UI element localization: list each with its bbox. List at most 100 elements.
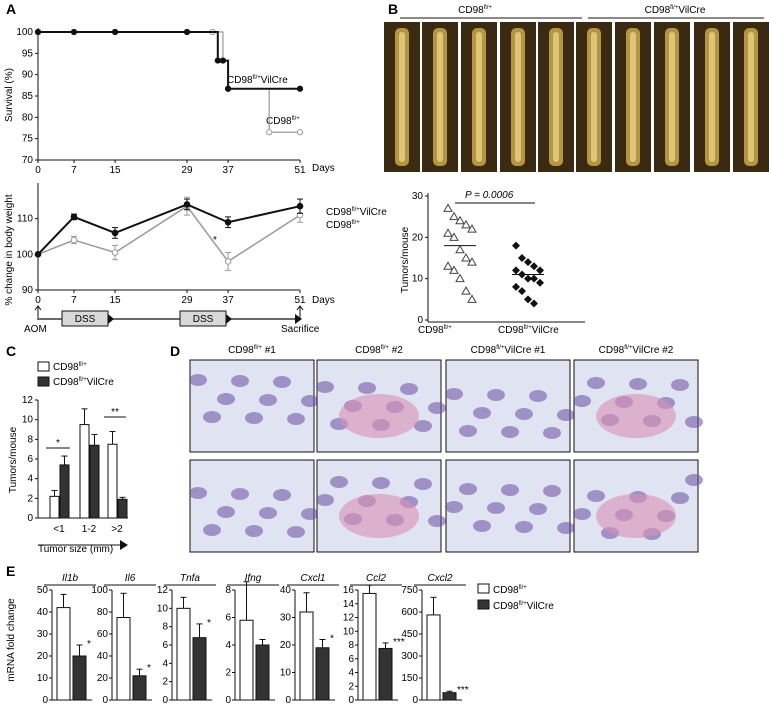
mrna-bar-Ifng-flox <box>239 619 254 701</box>
bar-c-ytick-label: 8 <box>27 434 33 445</box>
colon-highlight <box>553 32 559 162</box>
mrna-ytick-label: 8 <box>348 640 354 651</box>
weight-star: * <box>213 235 217 246</box>
histology-crypt <box>487 502 505 514</box>
histology-crypt <box>573 508 591 520</box>
mrna-ytick-label: 0 <box>162 695 168 706</box>
bar-c-ytick-label: 2 <box>27 493 33 504</box>
survival-ytick-label: 95 <box>22 48 34 59</box>
gene-label-Ccl2: Ccl2 <box>366 573 386 584</box>
histology-crypt <box>529 390 547 402</box>
dss-arrow-1 <box>108 314 114 324</box>
treatment-timeline: DSS DSS AOM Sacrifice <box>24 310 320 335</box>
scatter-pvalue: P = 0.0006 <box>465 190 514 201</box>
histology-crypt <box>473 407 491 419</box>
mrna-ytick-label: 8 <box>162 622 168 633</box>
histology-crypt <box>245 412 263 424</box>
scatter-point-cre <box>512 266 520 275</box>
scatter-point-cre <box>518 254 526 262</box>
histology-crypt <box>189 374 207 386</box>
colon-highlight <box>437 32 443 162</box>
mrna-ytick-label: 40 <box>37 607 49 618</box>
survival-point-cre <box>296 85 304 92</box>
mrna-ytick-label: 40 <box>97 651 109 662</box>
histology-title-1: CD98fl/+ #1 <box>228 345 276 356</box>
weight-point-cre <box>183 201 191 208</box>
histology-crypt <box>217 506 235 518</box>
histology-grid: CD98fl/+ #1 CD98fl/+ #2 CD98fl/+VilCre #1 C… <box>189 345 703 553</box>
histology-title-4: CD98fl/+VilCre #2 <box>599 345 674 356</box>
histology-crypt <box>273 489 291 501</box>
histology-crypt <box>671 379 689 391</box>
bar-c-xaxis-arrow <box>120 540 128 550</box>
mrna-bar-Il6-flox <box>116 617 131 701</box>
gene-label-Tnfa: Tnfa <box>180 573 200 584</box>
aom-label: AOM <box>24 324 47 335</box>
mrna-ytick-label: 6 <box>348 654 354 665</box>
weight-xtick-label: 37 <box>223 295 235 306</box>
histology-crypt <box>459 483 477 495</box>
survival-xtick-label: 15 <box>109 165 121 176</box>
mrna-ytick-label: 0 <box>102 695 108 706</box>
bar-c-bar-flox <box>49 495 60 519</box>
bar-c-xtick-label: >2 <box>111 524 123 535</box>
mrna-ytick-label: 30 <box>280 613 292 624</box>
legend-swatch-flox <box>37 361 50 372</box>
weight-ytick-label: 100 <box>16 249 33 260</box>
histology-crypt <box>487 389 505 401</box>
colon-header-cre: CD98fl/+VilCre <box>645 5 706 16</box>
weight-point-flox <box>224 258 232 265</box>
weight-xtick-label: 29 <box>181 295 193 306</box>
weight-xtick-label: 0 <box>35 295 41 306</box>
dss-label-1: DSS <box>75 314 96 325</box>
histology-crypt <box>301 508 319 520</box>
scatter-point-flox <box>443 261 453 270</box>
survival-ytick-label: 90 <box>22 70 34 81</box>
bar-c-ylabel: Tumors/mouse <box>8 426 19 493</box>
colon-highlight <box>669 32 675 162</box>
survival-xtick-label: 0 <box>35 165 41 176</box>
histology-crypt <box>529 503 547 515</box>
bar-c-ytick-label: 4 <box>27 474 33 485</box>
bar-c-ytick-label: 12 <box>22 395 34 406</box>
weight-ylabel: % change in body weight <box>4 194 15 305</box>
survival-point-cre <box>183 28 191 36</box>
gene-label-Il6: Il6 <box>125 573 136 584</box>
mrna-ytick-label: 0 <box>225 695 231 706</box>
mrna-ytick-label: 0 <box>348 695 354 706</box>
mrna-ytick-label: 2 <box>348 681 354 692</box>
survival-point-cre <box>34 28 42 36</box>
weight-point-cre <box>111 229 119 237</box>
scatter-point-cre <box>512 282 520 291</box>
weight-point-cre <box>70 213 78 221</box>
histology-title-2: CD98fl/+ #2 <box>355 345 403 356</box>
scatter-point-cre <box>530 274 538 283</box>
weight-point-cre <box>224 218 232 226</box>
survival-point-flox <box>296 129 304 136</box>
survival-point-cre <box>224 85 232 92</box>
mrna-ytick-label: 60 <box>97 629 109 640</box>
scatter-ytick-label: 0 <box>417 315 423 326</box>
histology-crypt <box>414 478 432 490</box>
histology-crypt <box>217 393 235 405</box>
histology-crypt <box>414 420 432 432</box>
mrna-ylabel: mRNA fold change <box>6 598 17 682</box>
histology-crypt <box>259 394 277 406</box>
gene-label-Ifng: Ifng <box>245 573 262 584</box>
weight-line-cre <box>37 203 301 256</box>
mrna-bar-Cxcl2-flox <box>426 614 441 701</box>
legend-swatch-cre <box>37 376 50 387</box>
histology-crypt <box>515 408 533 420</box>
scatter-xlabel-cre: CD98fl/+VilCre <box>498 325 559 336</box>
histology-stroma <box>339 394 419 438</box>
survival-point-cre <box>219 57 227 64</box>
scatter-point-flox <box>467 257 477 266</box>
mrna-sig-Cxcl2: *** <box>457 685 469 696</box>
e-legend-flox: CD98fl/+ <box>493 585 527 596</box>
scatter-point-cre <box>524 274 532 283</box>
scatter-point-cre <box>524 295 532 304</box>
scatter-point-flox <box>455 273 465 283</box>
dss-arrow-2 <box>226 314 232 324</box>
mrna-bar-Il1b-cre <box>72 655 87 701</box>
histology-crypt <box>372 477 390 489</box>
